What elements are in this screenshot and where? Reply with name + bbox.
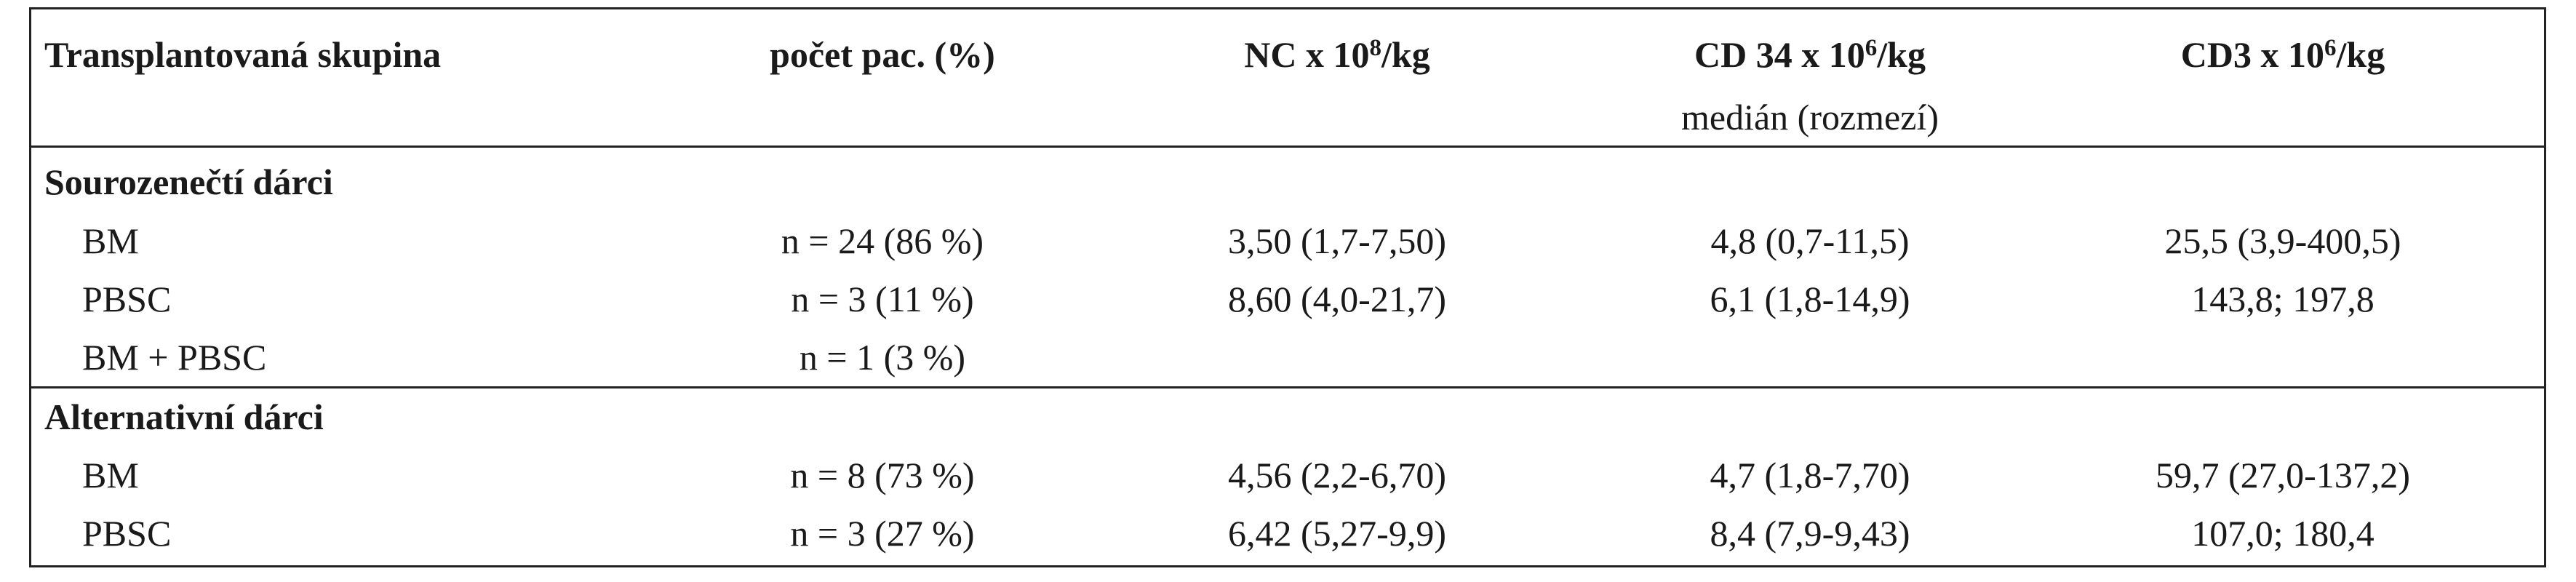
header-cd34-unit: /kg: [1877, 34, 1926, 75]
row-type: BM: [82, 220, 139, 261]
row-cd3: 107,0; 180,4: [2191, 513, 2374, 554]
row-type: PBSC: [82, 513, 172, 554]
header-nc-unit: /kg: [1381, 34, 1430, 75]
row-cd34: 4,7 (1,8-7,70): [1710, 455, 1910, 495]
row-type: BM: [82, 455, 139, 495]
row-count: n = 3 (27 %): [790, 513, 975, 554]
group-title: Sourozenečtí dárci: [44, 162, 333, 202]
row-count: n = 3 (11 %): [791, 279, 974, 319]
header-nc-exponent: 8: [1369, 35, 1382, 61]
header-divider: [31, 146, 2544, 148]
group-title: Alternativní dárci: [44, 396, 324, 437]
data-table: Transplantovaná skupina počet pac. (%) N…: [29, 7, 2546, 567]
header-cd3-unit: /kg: [2336, 34, 2385, 75]
header-cd34-label: CD 34 x 106/kg: [1694, 33, 1926, 76]
row-nc: 6,42 (5,27-9,9): [1228, 513, 1446, 554]
row-count: n = 1 (3 %): [799, 337, 966, 378]
row-nc: 4,56 (2,2-6,70): [1228, 455, 1446, 495]
header-group-label: Transplantovaná skupina: [44, 34, 442, 75]
group-divider: [31, 386, 2544, 388]
row-cd3: 143,8; 197,8: [2191, 279, 2374, 319]
header-cd34-text: CD 34 x 10: [1694, 34, 1865, 75]
row-type: PBSC: [82, 279, 172, 319]
row-cd34: 8,4 (7,9-9,43): [1710, 513, 1910, 554]
header-cd34-exponent: 6: [1865, 35, 1878, 61]
header-count-label: počet pac. (%): [770, 34, 995, 75]
row-cd3: 59,7 (27,0-137,2): [2156, 455, 2410, 495]
row-cd34: 4,8 (0,7-11,5): [1710, 220, 1910, 261]
row-count: n = 8 (73 %): [790, 455, 975, 495]
row-cd3: 25,5 (3,9-400,5): [2164, 220, 2401, 261]
header-cd3-exponent: 6: [2324, 35, 2337, 61]
row-cd34: 6,1 (1,8-14,9): [1710, 279, 1910, 319]
row-count: n = 24 (86 %): [781, 220, 984, 261]
header-subtitle: medián (rozmezí): [1681, 97, 1939, 137]
header-cd3-text: CD3 x 10: [2180, 34, 2325, 75]
header-nc-text: NC x 10: [1244, 34, 1370, 75]
row-nc: 8,60 (4,0-21,7): [1228, 279, 1446, 319]
header-nc-label: NC x 108/kg: [1244, 33, 1429, 76]
row-nc: 3,50 (1,7-7,50): [1228, 220, 1446, 261]
header-cd3-label: CD3 x 106/kg: [2181, 33, 2385, 76]
row-type: BM + PBSC: [82, 337, 267, 378]
